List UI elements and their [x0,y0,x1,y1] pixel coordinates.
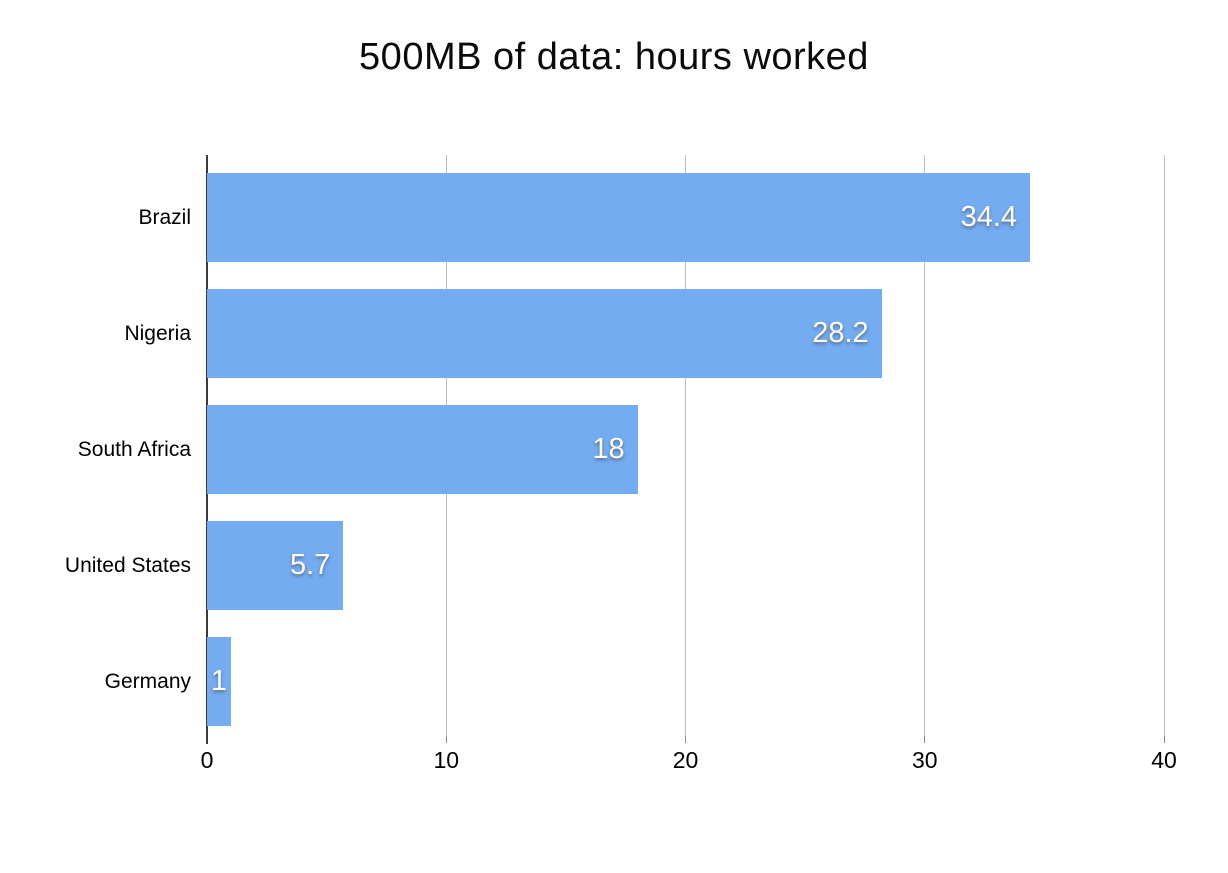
bar-brazil: 34.4 [207,173,1031,262]
gridline [685,155,686,736]
x-tick-mark [924,736,926,743]
x-tick-mark [445,736,447,743]
gridline [924,155,926,736]
gridline [1163,155,1165,736]
x-tick-label: 10 [433,747,460,773]
x-tick-mark [685,736,686,743]
x-tick-mark [1163,736,1165,743]
x-tick-label: 30 [911,747,938,773]
plot-area: 34.4 28.2 18 5.7 1 [206,155,1165,744]
category-label-nigeria: Nigeria [124,321,191,345]
x-tick-label: 20 [672,747,699,773]
category-label-germany: Germany [104,669,191,693]
category-label-united-states: United States [64,553,191,577]
category-label-south-africa: South Africa [77,437,191,461]
chart-title: 500MB of data: hours worked [359,36,869,78]
bar-value-label: 28.2 [812,317,869,349]
category-label-brazil: Brazil [138,205,191,229]
bar-value-label: 34.4 [960,201,1018,233]
x-tick-label: 40 [1151,747,1177,773]
bar-value-label: 5.7 [290,549,331,581]
bar-nigeria: 28.2 [207,289,882,378]
bar-germany: 1 [207,637,231,726]
bar-value-label: 1 [210,665,228,697]
x-tick-label: 0 [200,747,214,773]
bar-united-states: 5.7 [207,521,344,610]
bar-south-africa: 18 [207,405,638,494]
bar-value-label: 18 [592,433,625,465]
